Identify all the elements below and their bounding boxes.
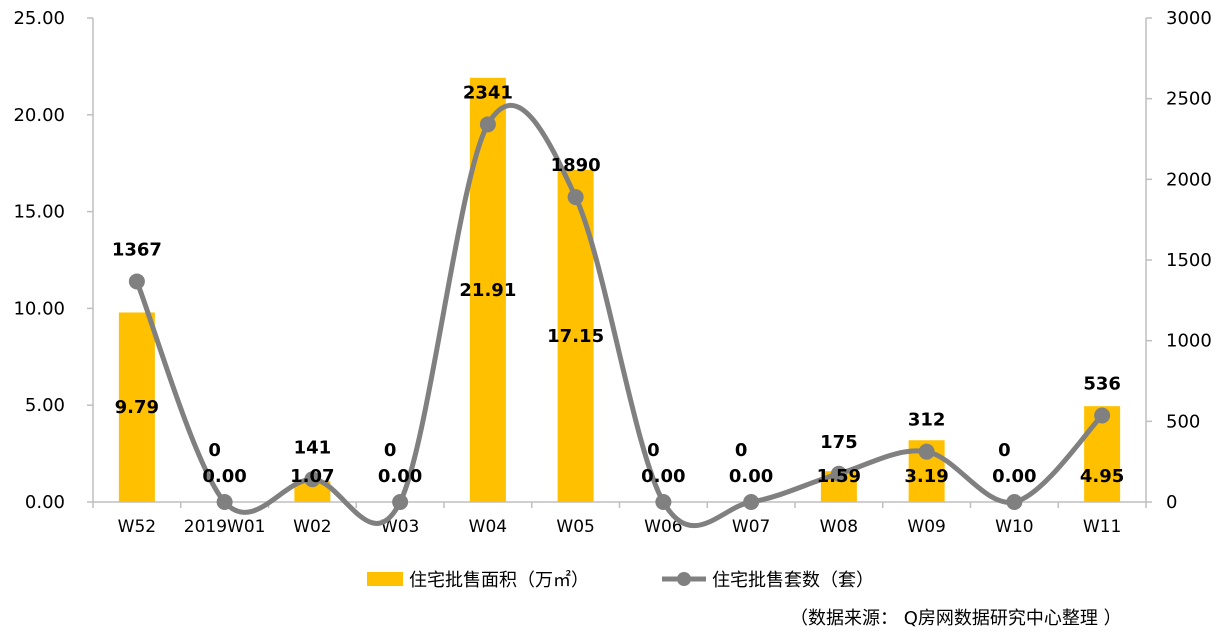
- line-point: [1094, 407, 1111, 424]
- line-value-label: 0: [384, 440, 397, 461]
- legend: 住宅批售面积（万㎡） 住宅批售套数（套）: [367, 569, 874, 591]
- line-value-label: 0: [998, 440, 1011, 461]
- bar-value-label: 3.19: [904, 466, 948, 487]
- line-point: [392, 494, 409, 510]
- line-point: [918, 443, 935, 460]
- line-value-label: 312: [908, 410, 946, 431]
- bar-value-label: 0.00: [729, 466, 773, 487]
- x-tick-label: W05: [556, 517, 594, 537]
- line-value-label: 1890: [551, 155, 601, 176]
- data-labels: 9.79 0.00 1.07 0.00 21.91 17.15 0.00 0.00 1.59 3.…: [112, 82, 1125, 487]
- line-value-label: 536: [1083, 374, 1121, 395]
- y-left-tick-label: 0.00: [25, 492, 65, 513]
- line-point: [128, 273, 145, 290]
- line-value-label: 2341: [463, 82, 513, 103]
- x-tick-label: 2019W01: [184, 517, 266, 537]
- line-point: [655, 494, 672, 510]
- x-tick-label: W07: [732, 517, 770, 537]
- line-point: [1006, 494, 1023, 510]
- y-right-tick-label: 1000: [1166, 331, 1212, 352]
- bar-value-label: 21.91: [459, 280, 516, 301]
- legend-marker-count: [677, 572, 691, 586]
- legend-label-area: 住宅批售面积（万㎡）: [409, 569, 589, 591]
- legend-label-count: 住宅批售套数（套）: [712, 570, 874, 591]
- line-point: [743, 494, 760, 510]
- y-left-tick-label: 10.00: [13, 298, 65, 319]
- x-tick-label: W52: [118, 517, 156, 537]
- line-point: [479, 116, 496, 133]
- x-tick-label: W03: [381, 517, 419, 537]
- y-right-tick-label: 0: [1166, 492, 1177, 513]
- y-left-tick-label: 25.00: [13, 8, 65, 29]
- bar-series: [118, 77, 1121, 503]
- x-tick-label: W04: [469, 517, 507, 537]
- y-right-tick-label: 2500: [1166, 89, 1212, 110]
- bar-value-label: 1.59: [817, 466, 861, 487]
- x-tick-label: W10: [995, 517, 1033, 537]
- x-tick-label: W11: [1083, 517, 1121, 537]
- y-right-tick-label: 500: [1166, 411, 1200, 432]
- line-value-label: 0: [208, 440, 221, 461]
- legend-swatch-area: [367, 572, 403, 586]
- x-tick-label: W06: [644, 517, 682, 537]
- bar-value-label: 0.00: [378, 466, 422, 487]
- y-left-tick-label: 5.00: [25, 395, 65, 416]
- line-point: [830, 465, 847, 482]
- bar-value-label: 0.00: [202, 466, 246, 487]
- bar-value-label: 0.00: [641, 466, 685, 487]
- bar-value-label: 4.95: [1080, 466, 1124, 487]
- y-right-tick-label: 2000: [1166, 169, 1212, 190]
- line-value-label: 141: [294, 437, 332, 458]
- line-value-label: 0: [647, 440, 660, 461]
- line-series: [128, 103, 1111, 529]
- bar-value-label: 17.15: [547, 326, 604, 347]
- line-value-label: 1367: [112, 239, 162, 260]
- source-note: （数据来源： Q房网数据研究中心整理 ）: [790, 608, 1122, 629]
- bar-value-label: 1.07: [290, 466, 334, 487]
- bar-value-label: 0.00: [992, 466, 1036, 487]
- x-tick-label: W02: [293, 517, 331, 537]
- y-left-tick-label: 20.00: [13, 105, 65, 126]
- line-value-label: 175: [820, 432, 858, 453]
- line-point: [216, 494, 233, 510]
- bar: [294, 481, 331, 502]
- y-left-tick-label: 15.00: [13, 202, 65, 223]
- x-tick-label: W08: [820, 517, 858, 537]
- series-line: [134, 103, 1105, 529]
- x-tick-label: W09: [907, 517, 945, 537]
- bar: [118, 312, 155, 502]
- axes: 0.00 5.00 10.00 15.00 20.00 25.00 0 500 1000 1500…: [13, 8, 1211, 537]
- line-point: [567, 189, 584, 206]
- y-right-tick-label: 1500: [1166, 250, 1212, 271]
- y-right-tick-label: 3000: [1166, 8, 1212, 29]
- line-point: [304, 471, 321, 488]
- bar-value-label: 9.79: [115, 397, 159, 418]
- line-value-label: 0: [735, 440, 748, 461]
